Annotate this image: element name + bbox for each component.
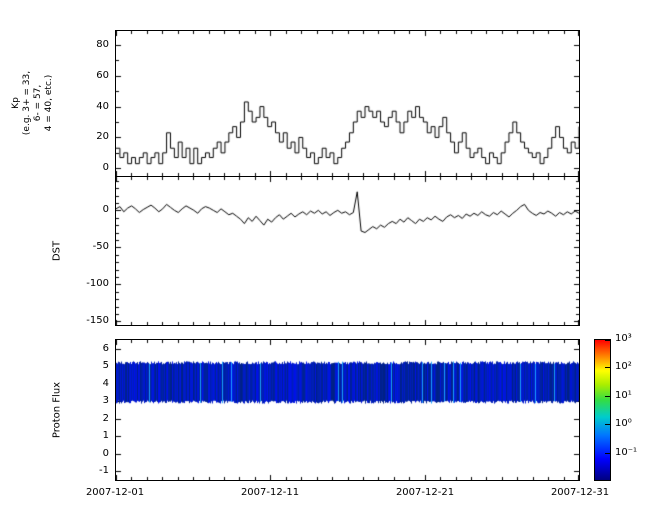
y-tick-label: -100	[86, 278, 109, 289]
x-tick-label: 2007-12-11	[240, 487, 300, 498]
y-tick-label: -150	[86, 315, 109, 326]
proton-flux-spectrogram-canvas	[116, 340, 579, 480]
kp-axis-label: Kp (e.g. 3+ = 33, 6- = 57, 4 = 40, etc.)	[11, 70, 54, 136]
colorbar-tick-label: 10³	[615, 333, 632, 344]
y-tick-label: 2	[102, 413, 109, 424]
x-tick-label: 2007-12-21	[395, 487, 455, 498]
colorbar-tick-label: 10²	[615, 361, 632, 372]
flux-colorbar	[594, 339, 611, 481]
dst-panel	[115, 176, 580, 326]
colorbar-tick	[605, 424, 610, 425]
x-tick-label: 2007-12-01	[85, 487, 145, 498]
colorbar-tick	[605, 453, 610, 454]
proton-flux-axis-label: Proton Flux	[51, 381, 63, 439]
colorbar-tick	[605, 367, 610, 368]
y-tick-label: 1	[102, 430, 109, 441]
dst-axis-label: DST	[51, 240, 63, 262]
colorbar-tick	[605, 340, 610, 341]
proton-flux-panel	[115, 339, 580, 481]
dst-plot-canvas	[116, 177, 579, 325]
x-tick-label: 2007-12-31	[550, 487, 610, 498]
colorbar-tick-label: 10⁰	[615, 418, 632, 429]
kp-plot-canvas	[116, 31, 579, 176]
colorbar-tick-label: 10¹	[615, 390, 632, 401]
colorbar-tick	[605, 396, 610, 397]
y-tick-label: 0	[102, 448, 109, 459]
y-tick-label: 3	[102, 395, 109, 406]
y-tick-label: 80	[96, 39, 109, 50]
y-tick-label: 20	[96, 131, 109, 142]
y-tick-label: -1	[99, 465, 109, 476]
y-tick-label: 60	[96, 70, 109, 81]
y-tick-label: 0	[102, 162, 109, 173]
y-tick-label: -50	[92, 241, 109, 252]
y-tick-label: 40	[96, 101, 109, 112]
y-tick-label: 4	[102, 378, 109, 389]
kp-panel	[115, 30, 580, 177]
y-tick-label: 5	[102, 360, 109, 371]
colorbar-tick-label: 10⁻¹	[615, 447, 638, 458]
y-tick-label: 6	[102, 343, 109, 354]
y-tick-label: 0	[102, 204, 109, 215]
